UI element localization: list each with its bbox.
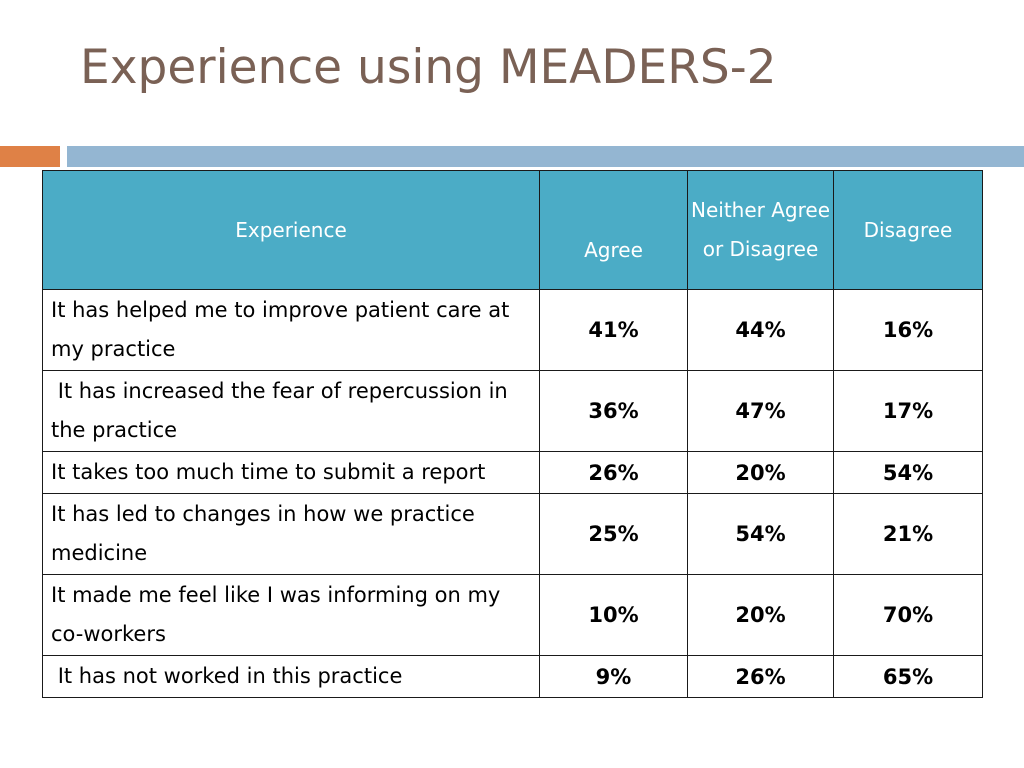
agree-cell: 36% bbox=[539, 370, 688, 452]
agree-cell: 9% bbox=[539, 655, 688, 698]
agree-cell: 25% bbox=[539, 493, 688, 575]
agree-cell: 41% bbox=[539, 289, 688, 371]
agree-cell: 26% bbox=[539, 451, 688, 494]
statement-cell: It takes too much time to submit a repor… bbox=[42, 451, 540, 494]
disagree-cell: 70% bbox=[833, 574, 983, 656]
table-row: It made me feel like I was informing on … bbox=[42, 574, 983, 656]
header-neither: Neither Agree or Disagree bbox=[687, 170, 834, 290]
table-row: It has increased the fear of repercussio… bbox=[42, 370, 983, 452]
header-disagree: Disagree bbox=[833, 170, 983, 290]
table-row: It takes too much time to submit a repor… bbox=[42, 451, 983, 494]
statement-cell: It has led to changes in how we practice… bbox=[42, 493, 540, 575]
table-body: It has helped me to improve patient care… bbox=[42, 289, 983, 698]
neither-cell: 20% bbox=[687, 574, 834, 656]
statement-cell: It has increased the fear of repercussio… bbox=[42, 370, 540, 452]
survey-table: Experience Agree Neither Agree or Disagr… bbox=[42, 170, 983, 698]
disagree-cell: 17% bbox=[833, 370, 983, 452]
disagree-cell: 54% bbox=[833, 451, 983, 494]
statement-cell: It has helped me to improve patient care… bbox=[42, 289, 540, 371]
statement-cell: It has not worked in this practice bbox=[42, 655, 540, 698]
disagree-cell: 16% bbox=[833, 289, 983, 371]
table-header: Experience Agree Neither Agree or Disagr… bbox=[42, 170, 983, 290]
table-row: It has helped me to improve patient care… bbox=[42, 289, 983, 371]
neither-cell: 44% bbox=[687, 289, 834, 371]
neither-cell: 54% bbox=[687, 493, 834, 575]
accent-bar-blue bbox=[67, 146, 1024, 167]
header-agree: Agree bbox=[539, 170, 688, 290]
slide-title: Experience using MEADERS-2 bbox=[80, 40, 777, 95]
header-experience: Experience bbox=[42, 170, 540, 290]
statement-cell: It made me feel like I was informing on … bbox=[42, 574, 540, 656]
neither-cell: 26% bbox=[687, 655, 834, 698]
table-row: It has led to changes in how we practice… bbox=[42, 493, 983, 575]
agree-cell: 10% bbox=[539, 574, 688, 656]
neither-cell: 20% bbox=[687, 451, 834, 494]
disagree-cell: 21% bbox=[833, 493, 983, 575]
disagree-cell: 65% bbox=[833, 655, 983, 698]
header-row: Experience Agree Neither Agree or Disagr… bbox=[42, 170, 983, 290]
neither-cell: 47% bbox=[687, 370, 834, 452]
table-row: It has not worked in this practice 9% 26… bbox=[42, 655, 983, 698]
accent-bar-orange bbox=[0, 146, 60, 167]
